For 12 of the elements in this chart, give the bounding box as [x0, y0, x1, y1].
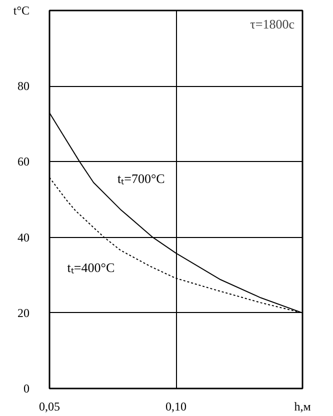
y-tick-label: 0	[24, 382, 30, 396]
series-label: tₜ=400°C	[67, 260, 115, 275]
y-tick-label: 20	[18, 306, 30, 320]
annotation: τ=1800c	[250, 16, 295, 32]
x-axis-title: h,м	[294, 400, 312, 414]
y-tick-label: 60	[18, 154, 30, 169]
x-tick-label: 0,05	[39, 400, 60, 414]
y-axis-title: t°C	[13, 4, 30, 18]
y-tick-label: 80	[18, 79, 30, 94]
x-tick-label: 0,10	[166, 400, 186, 414]
series-label: tₜ=700°C	[118, 170, 165, 186]
y-tick-label: 40	[18, 230, 30, 244]
